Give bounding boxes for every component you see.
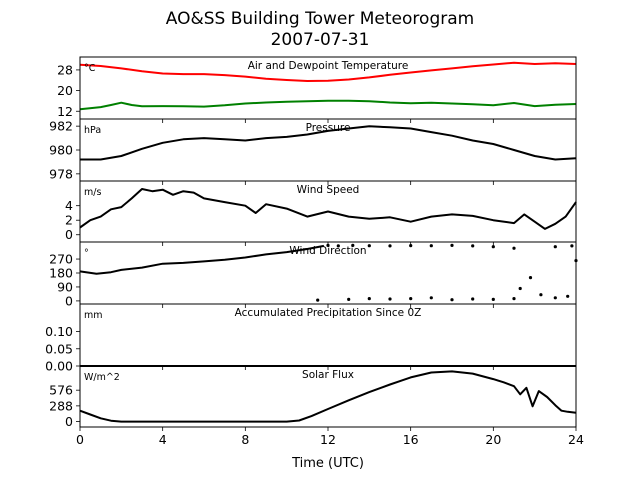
wind_dir-dot-group-2: [316, 259, 578, 302]
wind_dir-data-point: [429, 244, 433, 248]
wind_dir-data-point: [539, 293, 543, 297]
x-axis-label: Time (UTC): [291, 456, 364, 471]
panel-wind_speed: 024 Wind Speed m/s: [65, 180, 577, 246]
wind_dir-data-point: [429, 296, 433, 300]
wind_speed-y-tick-label: 0: [65, 227, 73, 242]
temp-panel-title: Air and Dewpoint Temperature: [248, 60, 409, 72]
temp-y-tick-label: 12: [57, 104, 73, 119]
x-tick-label: 12: [320, 432, 336, 447]
wind_dir-data-point: [491, 245, 495, 249]
temp-series-line-1: [79, 61, 577, 82]
wind_speed-panel-title: Wind Speed: [297, 184, 360, 196]
wind_dir-series-line-1: [79, 244, 325, 275]
precip-y-tick-label: 0.05: [45, 341, 73, 356]
chart-subtitle: 2007-07-31: [271, 30, 370, 50]
wind_dir-data-point: [566, 294, 570, 298]
wind_dir-data-point: [326, 243, 330, 247]
wind_dir-data-point: [528, 276, 533, 280]
pressure-y-tick-label: 978: [49, 166, 73, 181]
wind_dir-data-point: [471, 244, 475, 248]
pressure-series-line-1: [80, 125, 577, 161]
wind_dir-data-point: [351, 243, 355, 247]
panel-precip: 0.00 0.05 0.10 Accumulated Precipitation Si…: [45, 303, 577, 374]
precip-y-tick-label: 0.10: [45, 324, 73, 339]
wind_dir-data-point: [316, 298, 320, 302]
wind_dir-data-point: [553, 245, 557, 249]
temp-unit-label: °C: [84, 63, 96, 74]
solar-panel-title: Solar Flux: [302, 369, 354, 381]
wind_dir-data-point: [388, 244, 392, 248]
x-tick-label: 20: [485, 432, 501, 447]
wind_dir-data-point: [367, 297, 371, 301]
wind_dir-data-point: [471, 297, 475, 301]
wind_dir-data-point: [336, 244, 340, 248]
chart-title: AO&SS Building Tower Meteorogram: [166, 9, 474, 29]
wind_dir-unit-label: °: [84, 248, 89, 259]
solar-y-tick-label: 288: [49, 398, 73, 413]
wind_dir-data-point: [450, 298, 454, 302]
wind_dir-data-point: [512, 297, 516, 301]
x-tick-label: 8: [241, 432, 249, 447]
wind_dir-data-point: [409, 297, 413, 301]
wind_dir-panel-title: Wind Direction: [289, 245, 366, 257]
solar-unit-label: W/m^2: [84, 372, 120, 383]
pressure-y-tick-label: 980: [49, 143, 73, 158]
temp-y-tick-label: 20: [57, 83, 73, 98]
pressure-y-tick-label: 982: [49, 119, 73, 134]
wind_dir-data-point: [491, 297, 495, 301]
pressure-panel-title: Pressure: [306, 122, 351, 134]
solar-y-tick-label: 0: [65, 414, 73, 429]
wind_dir-dot-group-1: [326, 243, 574, 250]
x-tick-label: 24: [568, 432, 584, 447]
wind_speed-series-line-1: [79, 188, 577, 230]
wind_speed-y-tick-label: 4: [65, 198, 73, 213]
wind_dir-data-point: [518, 286, 522, 291]
wind_dir-y-tick-label: 0: [65, 293, 73, 308]
wind_speed-unit-label: m/s: [84, 187, 101, 198]
pressure-unit-label: hPa: [84, 125, 101, 136]
wind_dir-data-point: [347, 297, 351, 301]
solar-y-tick-label: 576: [49, 383, 73, 398]
wind_dir-data-point: [553, 296, 557, 300]
panel-temp: 12 20 28 Air and Dewpoint Temperature °C: [57, 56, 577, 123]
precip-panel-title: Accumulated Precipitation Since 0Z: [235, 307, 422, 319]
x-tick-label: 16: [403, 432, 419, 447]
wind_dir-y-tick-label: 90: [57, 279, 73, 294]
x-tick-label: 0: [76, 432, 84, 447]
wind_dir-data-point: [450, 243, 454, 247]
wind_dir-y-tick-label: 270: [49, 252, 73, 267]
wind_dir-data-point: [570, 244, 574, 248]
wind_dir-y-tick-label: 180: [49, 266, 73, 281]
solar-series-line-1: [79, 370, 577, 423]
precip-y-tick-label: 0.00: [45, 359, 73, 374]
wind_dir-data-point: [409, 244, 413, 248]
temp-series-line-2: [79, 99, 577, 111]
wind_speed-y-tick-label: 2: [65, 213, 73, 228]
x-tick-label: 4: [159, 432, 167, 447]
temp-y-tick-label: 28: [57, 62, 73, 77]
panel-pressure: 978 980 982 Pressure hPa: [49, 118, 577, 185]
wind_dir-data-point: [512, 246, 516, 250]
precip-unit-label: mm: [84, 310, 103, 321]
wind_dir-data-point: [388, 297, 392, 301]
wind_dir-data-point: [367, 244, 371, 248]
